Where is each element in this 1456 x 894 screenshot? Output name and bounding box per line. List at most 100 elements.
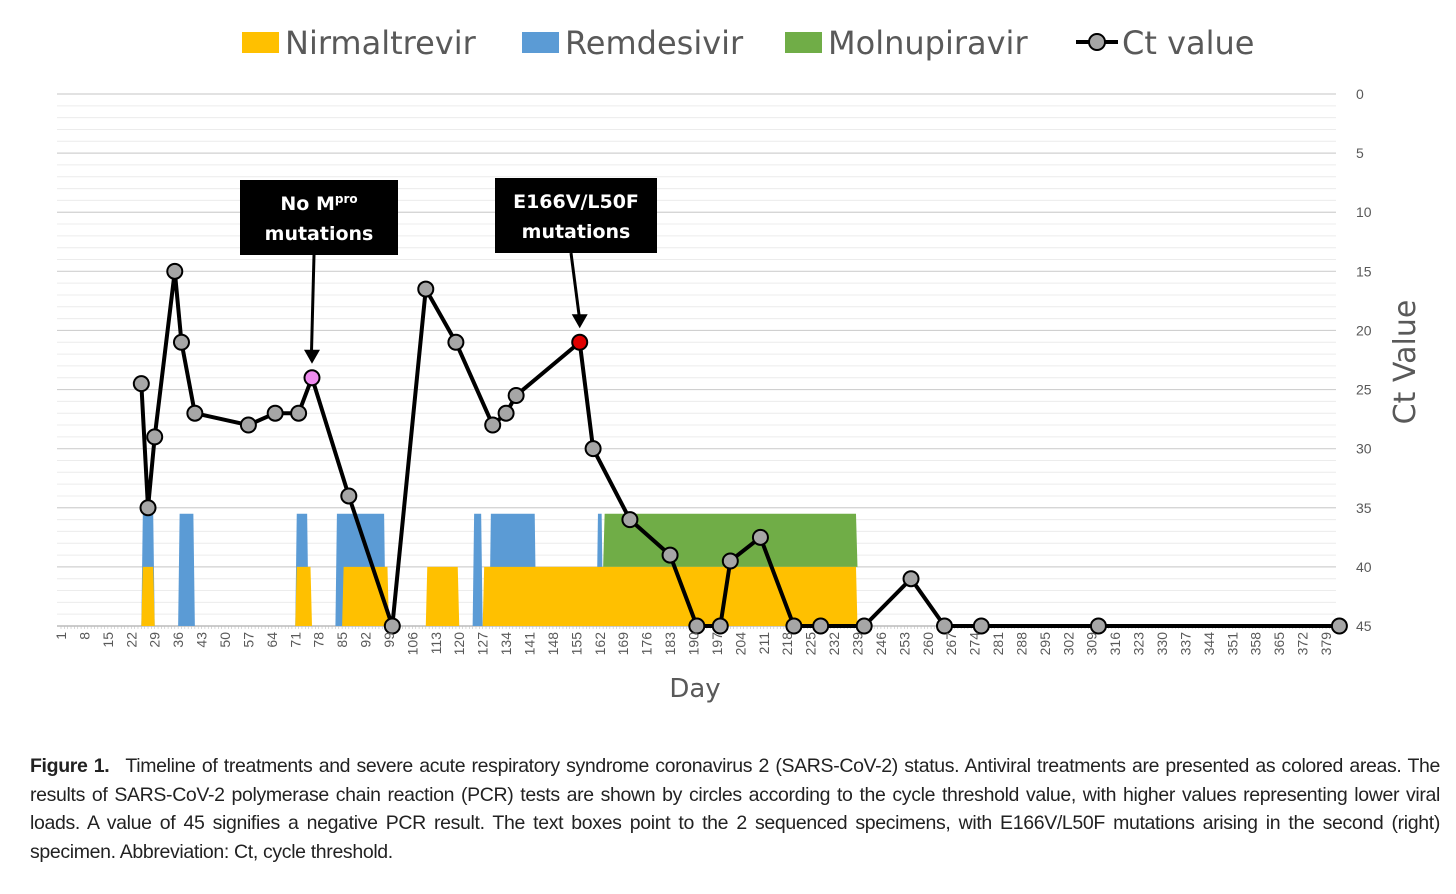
x-tick-label: 218 xyxy=(779,632,795,656)
ct-point xyxy=(935,617,953,635)
annotation-line1: E166V/L50F xyxy=(513,191,639,213)
legend-marker xyxy=(1088,33,1106,51)
legend: Nirmaltrevir Remdesivir Molnupiravir Ct val… xyxy=(242,24,1254,62)
ct-point xyxy=(812,617,830,635)
x-tick-label: 57 xyxy=(240,632,256,648)
ct-point xyxy=(621,511,639,529)
y-tick-label: 45 xyxy=(1356,618,1372,634)
ct-point xyxy=(132,375,150,393)
ct-point xyxy=(972,617,990,635)
legend-label: Remdesivir xyxy=(565,24,744,62)
x-tick-label: 379 xyxy=(1318,632,1334,656)
ct-point xyxy=(507,386,525,404)
ct-point xyxy=(1330,617,1348,635)
x-axis-title: Day xyxy=(669,674,720,704)
x-tick-label: 211 xyxy=(756,632,772,655)
y-tick-label: 10 xyxy=(1356,204,1372,220)
x-tick-label: 29 xyxy=(147,632,163,648)
ct-point xyxy=(383,617,401,635)
ct-point xyxy=(266,404,284,422)
annotation-line2: mutations xyxy=(265,223,374,245)
x-tick-label: 155 xyxy=(568,632,584,656)
ct-point xyxy=(1089,617,1107,635)
x-tick-label: 274 xyxy=(967,632,983,656)
treatment-area-remdesivir xyxy=(178,513,195,626)
legend-label: Nirmaltrevir xyxy=(285,24,477,62)
legend-label: Ct value xyxy=(1122,24,1254,62)
x-tick-label: 141 xyxy=(522,632,538,656)
x-tick-label: 295 xyxy=(1037,632,1053,656)
treatment-area-nirmaltrevir xyxy=(425,566,460,626)
ct-point xyxy=(186,404,204,422)
legend-swatch-remdesivir xyxy=(522,32,559,53)
y-tick-label: 35 xyxy=(1356,500,1372,516)
x-tick-label: 43 xyxy=(194,632,210,648)
y-tick-label: 25 xyxy=(1356,382,1372,398)
chart: Nirmaltrevir Remdesivir Molnupiravir Ct val… xyxy=(53,24,1423,704)
x-tick-label: 302 xyxy=(1060,632,1076,656)
annotation-box: E166V/L50F mutations xyxy=(495,178,657,329)
annotation-line2: mutations xyxy=(522,221,631,243)
x-tick-label: 309 xyxy=(1084,632,1100,656)
ct-point xyxy=(751,528,769,546)
ct-point xyxy=(902,570,920,588)
x-tick-label: 239 xyxy=(849,632,865,656)
ct-points xyxy=(132,262,1348,635)
treatment-area-nirmaltrevir xyxy=(295,566,312,626)
x-tick-label: 183 xyxy=(662,632,678,656)
ct-point xyxy=(417,280,435,298)
treatment-area-nirmaltrevir xyxy=(141,566,155,626)
y-axis-title: Ct Value xyxy=(1388,300,1423,425)
figure-caption-text: Timeline of treatments and severe acute … xyxy=(30,755,1440,863)
annotation-arrow-shaft xyxy=(309,254,316,352)
ct-point xyxy=(146,428,164,446)
y-tick-label: 5 xyxy=(1356,145,1364,161)
x-tick-label: 197 xyxy=(709,632,725,656)
ct-point xyxy=(855,617,873,635)
x-tick-label: 71 xyxy=(287,632,303,648)
legend-swatch-nirmaltrevir xyxy=(242,32,279,53)
x-tick-label: 253 xyxy=(896,632,912,656)
x-tick-label: 22 xyxy=(123,632,139,648)
annotation-arrow-head xyxy=(303,349,320,364)
y-tick-label: 20 xyxy=(1356,322,1372,338)
x-tick-label: 8 xyxy=(76,632,92,640)
ct-point xyxy=(711,617,729,635)
figure-label: Figure 1. xyxy=(30,755,110,777)
x-tick-label: 92 xyxy=(358,632,374,648)
y-tick-label: 15 xyxy=(1356,263,1372,279)
x-tick-label: 323 xyxy=(1131,632,1147,656)
x-tick-label: 358 xyxy=(1248,632,1264,656)
ct-point xyxy=(721,552,739,570)
x-tick-label: 99 xyxy=(381,632,397,648)
ct-point xyxy=(340,487,358,505)
figure-caption: Figure 1. Timeline of treatments and seve… xyxy=(30,752,1440,866)
ct-point xyxy=(139,499,157,517)
x-tick-label: 15 xyxy=(100,632,116,648)
annotation-background xyxy=(495,178,657,253)
y-tick-label: 0 xyxy=(1356,86,1364,102)
x-tick-label: 351 xyxy=(1224,632,1240,656)
ct-point xyxy=(239,416,257,434)
x-tick-label: 148 xyxy=(545,632,561,656)
ct-point xyxy=(497,404,515,422)
x-tick-label: 281 xyxy=(990,632,1006,656)
annotation-background xyxy=(240,180,398,255)
ct-point xyxy=(166,262,184,280)
ct-point xyxy=(785,617,803,635)
x-tick-label: 267 xyxy=(943,632,959,656)
x-tick-label: 113 xyxy=(428,632,444,655)
x-tick-label: 225 xyxy=(803,632,819,656)
treatment-areas xyxy=(141,513,858,626)
legend-label: Molnupiravir xyxy=(828,24,1028,62)
ct-point xyxy=(584,440,602,458)
ct-point xyxy=(447,333,465,351)
annotations: No Mpro mutations E166V/L50F mutations xyxy=(240,178,657,364)
ct-point xyxy=(571,333,589,351)
ct-point xyxy=(688,617,706,635)
annotation-box: No Mpro mutations xyxy=(240,180,398,364)
annotation-arrow-shaft xyxy=(569,252,581,317)
x-tick-label: 36 xyxy=(170,632,186,648)
x-tick-label: 64 xyxy=(264,632,280,648)
ct-point xyxy=(303,369,321,387)
